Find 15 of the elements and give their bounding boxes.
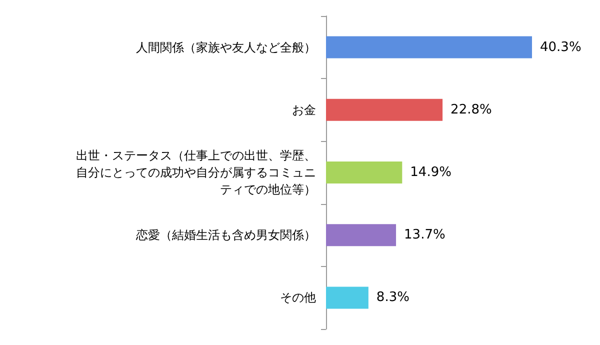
data-label: 13.7% (404, 228, 446, 243)
y-tick-label: お金 (292, 102, 316, 117)
bar (326, 162, 402, 184)
data-label: 22.8% (450, 102, 492, 118)
bar (326, 286, 368, 309)
bar (326, 98, 443, 121)
bar (326, 36, 532, 58)
data-label: 40.3% (540, 40, 582, 55)
y-tick-label: 恋愛（結婚生活も含め男女関係） (135, 228, 316, 242)
y-tick-label: 出世・ステータス（仕事上での出世、学歴、自分にとっての成功や自分が属するコミュニティでの地位等） (76, 148, 316, 196)
data-label: 8.3% (376, 290, 410, 306)
data-label: 14.9% (410, 165, 452, 180)
y-tick-label: その他 (280, 290, 316, 305)
bar (326, 224, 396, 246)
y-tick-label: 人間関係（家族や友人など全般） (136, 40, 316, 54)
